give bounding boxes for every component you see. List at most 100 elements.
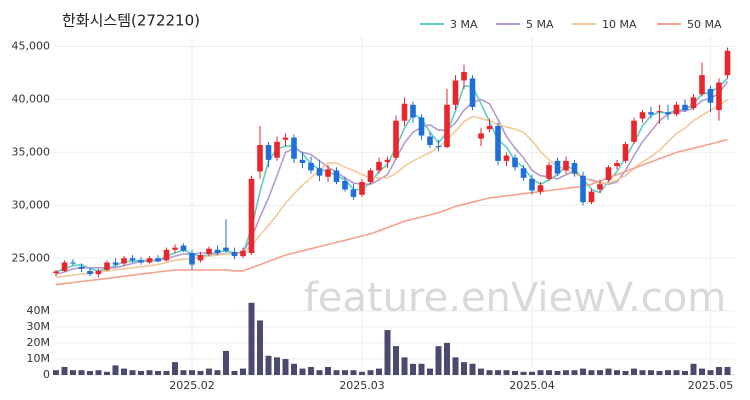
candle-body <box>622 143 629 161</box>
candle-body <box>384 159 391 162</box>
y-tick-label: 40,000 <box>12 93 51 106</box>
candle-body <box>631 120 637 142</box>
candle-body <box>376 161 382 171</box>
candle-body <box>248 178 255 253</box>
candle-body <box>435 146 442 148</box>
candle-body <box>121 258 127 264</box>
volume-bar <box>665 370 671 375</box>
volume-bar <box>248 302 255 375</box>
candle-body <box>571 163 578 174</box>
candle-body <box>537 185 544 192</box>
x-tick-label: 2025.04 <box>509 379 555 392</box>
candle-body <box>342 180 348 190</box>
candle-body <box>155 258 161 262</box>
y-tick-label: 45,000 <box>12 40 51 53</box>
x-tick-label: 2025.03 <box>339 379 385 392</box>
candle-body <box>299 159 306 163</box>
candle-body <box>257 145 263 172</box>
candle-body <box>78 266 85 269</box>
candle-body <box>189 252 195 265</box>
x-tick-label: 2025.02 <box>169 379 215 392</box>
candle-body <box>580 175 586 203</box>
candle-body <box>418 117 425 136</box>
candle-body <box>563 160 569 171</box>
volume-bar <box>690 363 697 375</box>
volume-bar <box>427 368 433 375</box>
candle-body <box>95 270 102 275</box>
volume-bar <box>333 370 340 375</box>
candle-body <box>325 169 331 177</box>
candle-body <box>614 163 620 167</box>
volume-bar <box>299 368 306 375</box>
volume-bar <box>580 368 586 375</box>
volume-bar <box>546 370 552 375</box>
volume-bar <box>376 368 382 375</box>
volume-bar <box>716 366 722 375</box>
candle-body <box>673 104 680 115</box>
candle-body <box>197 255 204 261</box>
volume-bar <box>529 371 535 375</box>
volume-bar <box>673 370 680 375</box>
y-tick-label: 35,000 <box>12 145 51 158</box>
candle-body <box>146 258 153 263</box>
candle-body <box>291 137 297 159</box>
candle-body <box>478 133 484 139</box>
candle-body <box>333 170 340 183</box>
volume-bar <box>461 362 467 375</box>
volume-bar <box>282 358 289 375</box>
volume-bar <box>223 350 229 375</box>
candle-body <box>367 170 374 183</box>
volume-bar <box>520 371 527 375</box>
volume-bar <box>146 370 153 375</box>
candle-body <box>427 136 433 146</box>
y-tick-label: 40M <box>27 304 51 317</box>
volume-bar <box>452 357 459 375</box>
candle-body <box>656 111 663 113</box>
y-tick-label: 30,000 <box>12 198 51 211</box>
candle-body <box>316 168 323 176</box>
volume-bar <box>512 370 518 375</box>
candle-body <box>70 262 76 264</box>
volume-bar <box>537 370 544 375</box>
candle-body <box>707 88 714 103</box>
volume-bar <box>418 363 425 375</box>
volume-bar <box>265 355 272 375</box>
candle-body <box>605 167 612 180</box>
candle-body <box>393 120 399 158</box>
volume-bar <box>316 370 323 375</box>
volume-bar <box>342 370 348 375</box>
legend-label: 10 MA <box>602 18 637 31</box>
legend-label: 3 MA <box>450 18 478 31</box>
volume-bar <box>189 370 195 375</box>
volume-bar <box>104 371 110 375</box>
candle-body <box>554 160 561 174</box>
volume-bar <box>129 370 136 375</box>
volume-bar <box>724 366 731 375</box>
candle-body <box>495 125 501 161</box>
candle-body <box>682 104 688 111</box>
candle-body <box>206 248 212 255</box>
volume-bar <box>393 346 399 375</box>
volume-bar <box>707 370 714 375</box>
candle-body <box>231 251 238 257</box>
volume-bar <box>112 365 119 375</box>
candle-body <box>452 80 459 105</box>
candle-body <box>265 145 272 160</box>
candle-body <box>87 270 93 275</box>
candle-body <box>546 165 552 179</box>
volume-bar <box>350 370 357 375</box>
candle-body <box>699 75 705 95</box>
volume-bar <box>308 366 314 375</box>
candle-body <box>597 184 603 190</box>
y-tick-label: 10M <box>27 352 51 365</box>
volume-bar <box>605 368 612 375</box>
volume-bar <box>78 370 85 375</box>
candle-body <box>350 189 357 197</box>
candle-body <box>274 141 280 158</box>
candle-body <box>104 262 110 270</box>
volume-bar <box>121 368 127 375</box>
candle-body <box>444 104 450 148</box>
candle-body <box>486 125 493 130</box>
candle-body <box>163 249 170 261</box>
